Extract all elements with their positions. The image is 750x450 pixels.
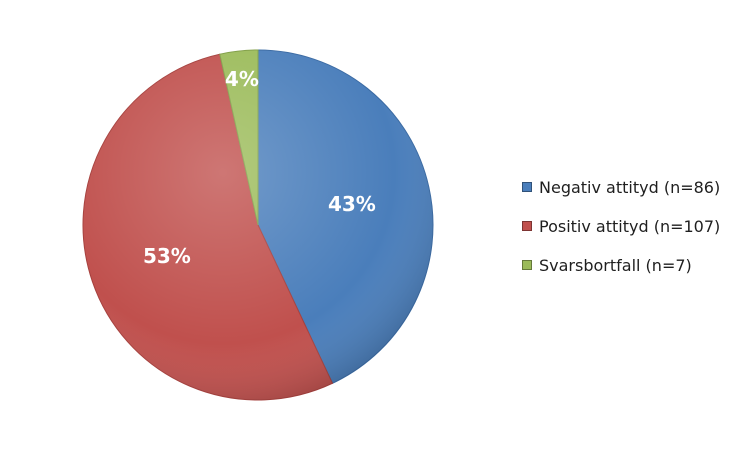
- slice-percent-label: 43%: [328, 192, 376, 216]
- legend-swatch: [522, 260, 532, 270]
- legend-item: Negativ attityd (n=86): [522, 175, 720, 199]
- legend: Negativ attityd (n=86) Positiv attityd (n…: [522, 175, 720, 292]
- legend-label: Svarsbortfall (n=7): [539, 255, 692, 275]
- legend-swatch: [522, 182, 532, 192]
- pie-slice-labels: 43% 53% 4%: [143, 67, 376, 268]
- slice-percent-label: 53%: [143, 244, 191, 268]
- pie-slices: [82, 49, 434, 401]
- legend-label: Negativ attityd (n=86): [539, 177, 721, 197]
- legend-item: Positiv attityd (n=107): [522, 214, 720, 238]
- legend-item: Svarsbortfall (n=7): [522, 253, 720, 277]
- slice-percent-label: 4%: [225, 67, 259, 91]
- legend-label: Positiv attityd (n=107): [539, 216, 721, 236]
- legend-swatch: [522, 221, 532, 231]
